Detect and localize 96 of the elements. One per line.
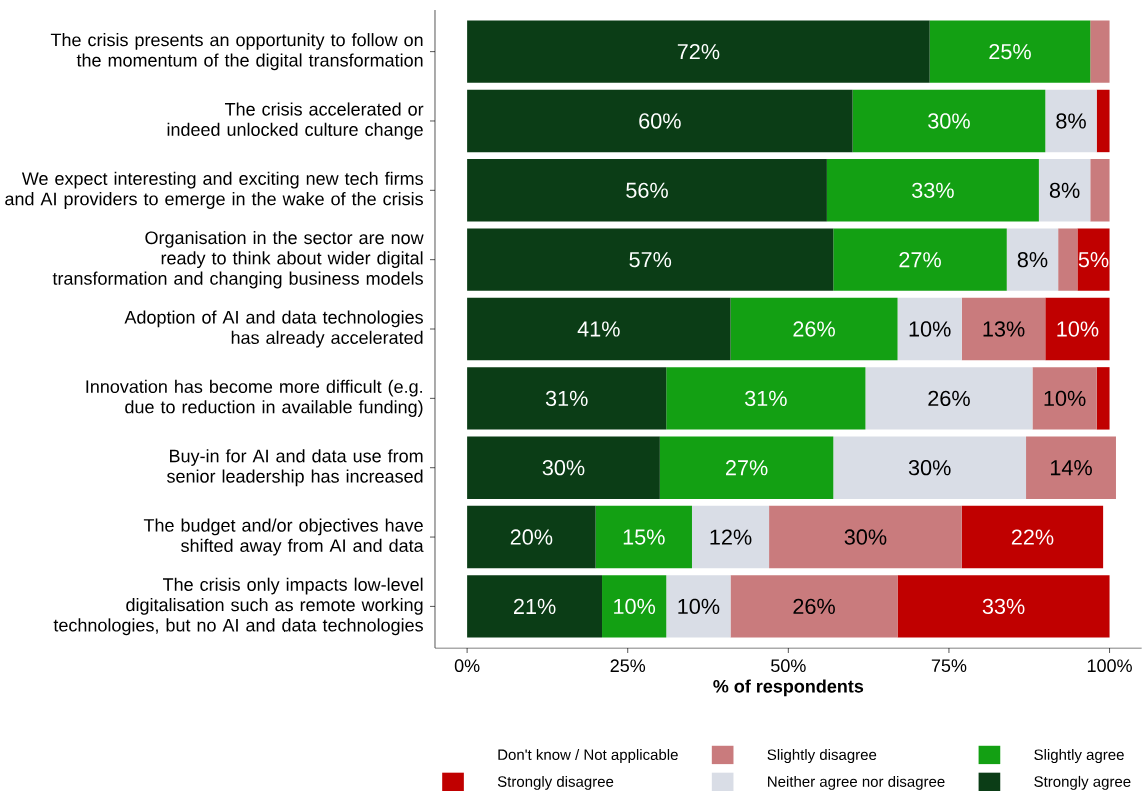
- data-label: 12%: [710, 529, 752, 545]
- bar: [1077, 228, 1110, 291]
- bar: [467, 20, 930, 83]
- data-label: 26%: [928, 390, 970, 407]
- data-label: 33%: [912, 182, 954, 198]
- bar: [865, 367, 1033, 430]
- y-tick-label: The crisis accelerated or indeed unlocked culture change: [167, 102, 424, 140]
- data-label: 56%: [626, 182, 668, 198]
- bar: [826, 159, 1039, 222]
- legend-label: Slightly disagree: [767, 748, 877, 763]
- data-label: 8%: [1017, 251, 1048, 268]
- bar: [929, 20, 1091, 83]
- bar: [1045, 89, 1097, 153]
- data-label: 15%: [623, 529, 665, 545]
- y-tick-label: Adoption of AI and data technologies has already accelerated: [124, 310, 423, 348]
- data-label: 5%: [1078, 252, 1109, 268]
- bar: [769, 505, 962, 569]
- bar: [467, 297, 731, 361]
- data-label: 26%: [793, 598, 835, 615]
- bar: [467, 228, 834, 291]
- data-label: 30%: [542, 460, 585, 476]
- bar: [1006, 228, 1059, 291]
- x-tick-label: 25%: [610, 659, 646, 673]
- legend-label: Slightly agree: [1034, 748, 1124, 763]
- data-label: 20%: [510, 529, 553, 545]
- data-label: 8%: [1056, 113, 1086, 129]
- bar: [897, 575, 1110, 638]
- data-label: 57%: [629, 252, 672, 268]
- y-tick-label: Buy-in for AI and data use from senior leadership has increased: [167, 449, 423, 487]
- bar: [730, 575, 898, 638]
- bar: [666, 367, 866, 430]
- data-label: 26%: [793, 321, 835, 337]
- text: Don't know / Not applicable: [498, 748, 678, 763]
- bar: [691, 505, 770, 569]
- data-label: 10%: [1044, 390, 1086, 407]
- bar: [833, 228, 1007, 291]
- bar: [852, 89, 1046, 153]
- x-tick-label: 75%: [931, 659, 967, 673]
- legend-label: Strongly disagree: [497, 775, 614, 790]
- y-tick-label: The crisis presents an opportunity to follow on the momentum of the digital transformation: [50, 33, 423, 71]
- bar: [1096, 89, 1110, 153]
- data-label: 10%: [614, 598, 656, 615]
- bar: [467, 575, 603, 638]
- legend-label: Strongly agree: [1034, 775, 1131, 790]
- data-label: 27%: [899, 252, 941, 268]
- y-tick-label: Organisation in the sector are now ready to think about wider digital transformation and changing business models: [52, 230, 424, 289]
- bar: [897, 297, 962, 361]
- data-label: 25%: [989, 43, 1031, 60]
- bar: [602, 575, 667, 638]
- bar: [666, 575, 731, 638]
- y-tick-label: The crisis only impacts low-level digitalisation such as remote working technologies, but no AI and data technologies: [53, 577, 423, 636]
- data-label: 60%: [639, 113, 681, 129]
- data-label: 14%: [1050, 460, 1092, 476]
- bar: [961, 505, 1104, 569]
- bar: [833, 436, 1027, 499]
- y-tick-label: Innovation has become more difficult (e.g. due to reduction in available funding): [86, 379, 423, 417]
- x-axis-title: % of respondents: [713, 679, 864, 697]
- data-label: 27%: [726, 460, 768, 476]
- bar: [1045, 297, 1110, 361]
- data-label: 30%: [844, 529, 887, 545]
- data-label: 10%: [1057, 321, 1099, 337]
- bar: [1096, 367, 1110, 430]
- data-label: 8%: [1049, 182, 1080, 198]
- bar: [467, 436, 660, 499]
- bar: [730, 297, 898, 361]
- bar: [961, 297, 1046, 361]
- data-label: 41%: [577, 321, 620, 337]
- bar: [467, 89, 853, 153]
- bar: [1038, 159, 1091, 222]
- x-tick-label: 0%: [454, 659, 480, 673]
- data-label: 72%: [677, 43, 720, 60]
- bar: [1026, 436, 1116, 499]
- data-label: 31%: [745, 390, 787, 407]
- data-label: 31%: [545, 390, 588, 407]
- y-tick-label: The budget and/or objectives have shifted away from AI and data: [143, 518, 424, 556]
- data-label: 13%: [983, 321, 1025, 337]
- data-label: 21%: [514, 598, 556, 615]
- bar: [595, 505, 692, 569]
- bar: [1032, 367, 1097, 430]
- bar: [1058, 228, 1078, 291]
- x-tick-label: 100%: [1087, 659, 1132, 673]
- y-tick-label: We expect interesting and exciting new tech firms and AI providers to emerge in the wake of the crisis: [5, 171, 423, 209]
- data-label: 10%: [909, 321, 951, 337]
- data-label: 33%: [982, 598, 1025, 615]
- data-label: 22%: [1011, 529, 1054, 545]
- bar: [1090, 20, 1110, 83]
- bar: [467, 159, 827, 222]
- data-label: 10%: [678, 598, 720, 615]
- legend-label: Neither agree nor disagree: [768, 775, 945, 790]
- data-label: 30%: [908, 460, 951, 476]
- bar: [1090, 159, 1110, 222]
- x-tick-label: 50%: [771, 659, 806, 673]
- bar: [467, 367, 667, 430]
- bar: [659, 436, 834, 499]
- bar: [467, 505, 596, 569]
- data-label: 30%: [928, 113, 970, 129]
